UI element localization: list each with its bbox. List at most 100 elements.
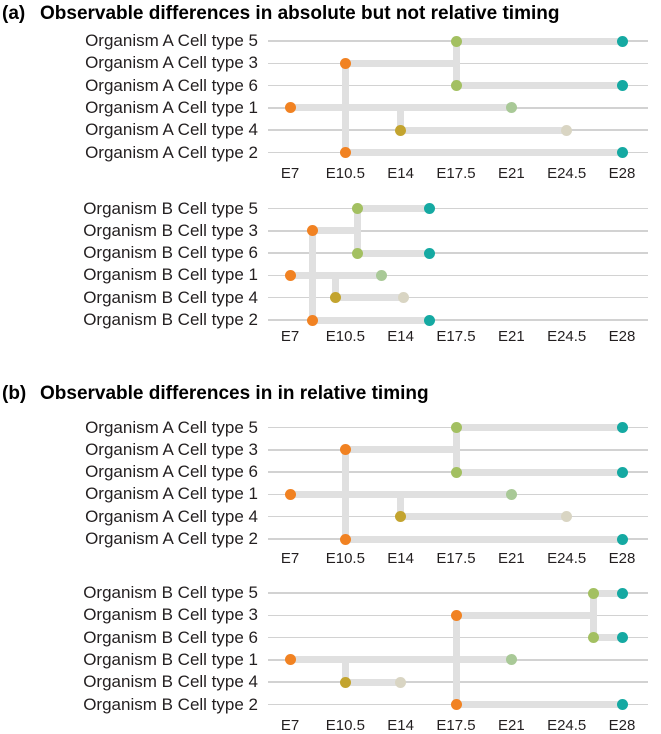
teal-event-dot [616,422,628,433]
teal-event-dot [616,466,628,478]
yellow-green-event-dot [352,247,364,259]
axis-tick-label: E21 [497,716,525,734]
yellow-green-event-dot [588,632,600,644]
teal-event-dot [423,203,435,214]
chart-a-organism-B: Organism B Cell type 5 Organism B Cell ty… [0,198,661,349]
row-label: Organism B Cell type 5 [83,583,258,602]
orange-event-dot [306,314,318,326]
lifespan-bar [400,126,567,134]
olive-event-dot [395,511,407,523]
axis-tick-label: E28 [608,550,636,567]
lifespan-bar [456,82,622,90]
lifespan-bar [335,294,404,302]
row-label: Organism A Cell type 2 [85,142,258,162]
orange-event-dot [450,699,462,710]
axis-tick-label: E21 [497,164,525,182]
axis-tick-label: E28 [608,164,636,182]
teal-event-dot [616,699,628,710]
axis-tick-label: E10.5 [325,327,365,345]
orange-event-dot [450,609,462,621]
lifespan-bar [456,701,622,708]
axis-tick-label: E24.5 [547,716,587,734]
row-label: Organism A Cell type 6 [85,75,258,95]
orange-event-dot [339,533,351,545]
orange-event-dot [339,57,351,69]
branch-connector [397,107,405,131]
lifespan-bar [400,513,567,521]
lifespan-bar [345,678,401,686]
lifespan-bar [456,424,622,431]
row-label: Organism A Cell type 6 [85,462,258,482]
axis-tick-label: E21 [497,550,525,567]
axis-tick-label: E17.5 [436,716,476,734]
axis-tick-label: E24.5 [547,550,587,567]
axis-tick-label: E14 [387,550,415,567]
lifespan-bar [312,316,430,324]
branch-connector [308,230,316,320]
yellow-green-event-dot [450,80,462,92]
axis-tick-label: E14 [387,164,415,182]
branch-connector [332,275,340,298]
row-label: Organism B Cell type 5 [83,198,258,218]
orange-event-dot [339,444,351,456]
panel-a-heading: Observable differences in absolute but n… [40,3,560,24]
yellow-green-event-dot [352,203,364,214]
lifespan-bar [357,205,430,212]
yellow-green-event-dot [450,466,462,478]
axis-tick-label: E7 [280,550,300,567]
pale-green-event-dot [376,269,388,281]
branch-connector [341,449,349,539]
axis-tick-label: E17.5 [436,327,476,345]
row-baseline [268,296,648,299]
axis-tick-label: E24.5 [547,164,587,182]
row-label: Organism A Cell type 4 [85,506,258,526]
panel-a-title: (a) Observable differences in absolute bu… [2,3,559,25]
row-label: Organism B Cell type 6 [83,627,258,647]
row-label: Organism B Cell type 1 [83,265,258,285]
pale-beige-event-dot [561,511,573,523]
lifespan-bar [345,149,622,156]
olive-event-dot [395,124,407,136]
row-label: Organism B Cell type 3 [83,605,258,625]
lifespan-bar [593,634,622,642]
teal-event-dot [423,247,435,259]
branch-connector [590,593,598,638]
chart-a-organism-A: Organism A Cell type 5 Organism A Cell ty… [0,30,661,186]
lifespan-bar [456,37,622,45]
row-baseline [268,252,648,254]
orange-event-dot [306,225,318,237]
axis-tick-label: E17.5 [436,550,476,567]
lifespan-bar [345,535,622,543]
lifespan-bar [456,611,594,619]
axis-tick-label: E10.5 [325,164,365,182]
lifespan-bar [456,468,622,476]
panel-b-tag: (b) [2,383,27,404]
teal-event-dot [616,587,628,599]
axis-tick-label: E10.5 [325,550,365,567]
axis-tick-label: E14 [387,327,415,345]
lifespan-bar [357,249,430,257]
axis-tick-label: E10.5 [325,716,365,734]
row-label: Organism A Cell type 1 [85,97,258,117]
row-label: Organism B Cell type 2 [83,310,258,329]
orange-event-dot [284,488,296,500]
orange-event-dot [284,269,296,281]
axis-tick-label: E7 [280,327,300,345]
row-label: Organism A Cell type 3 [85,53,258,73]
lifespan-bar [593,589,622,597]
row-label: Organism B Cell type 6 [83,243,258,263]
pale-beige-event-dot [561,124,573,136]
row-label: Organism A Cell type 3 [85,439,258,459]
axis-tick-label: E28 [608,327,636,345]
yellow-green-event-dot [450,422,462,433]
row-baseline [268,319,648,321]
olive-event-dot [330,292,342,304]
panel-b-heading: Observable differences in in relative ti… [40,383,429,404]
orange-event-dot [284,102,296,114]
lifespan-bar [345,59,456,67]
axis-tick-label: E28 [608,716,636,734]
pale-beige-event-dot [398,292,410,304]
axis-tick-label: E7 [280,164,300,182]
axis-tick-label: E24.5 [547,327,587,345]
